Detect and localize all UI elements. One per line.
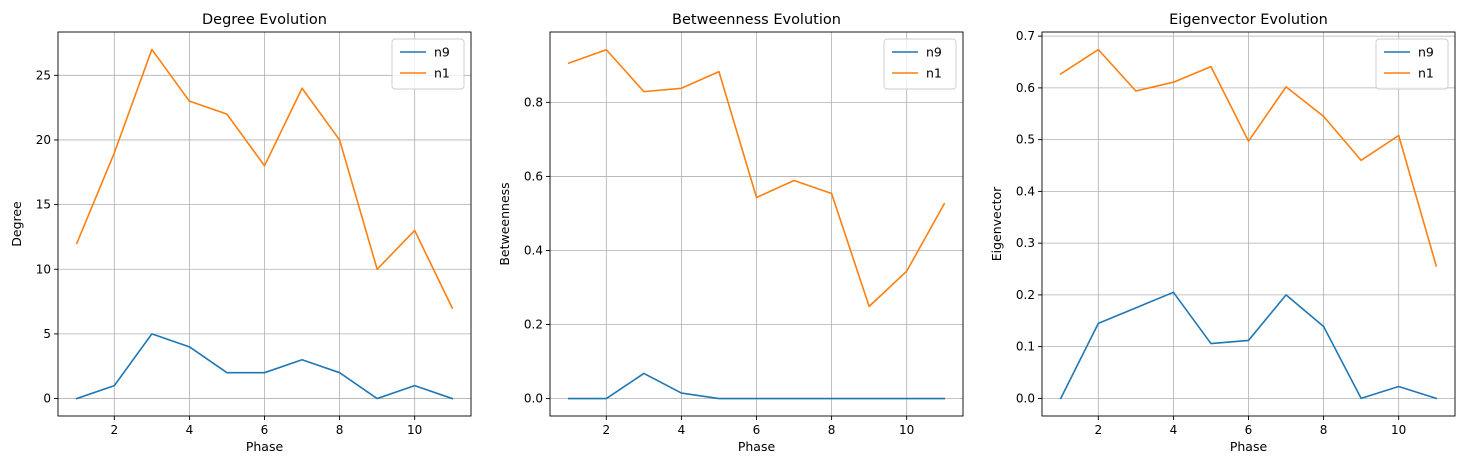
y-tick-label: 0.6 [1016,81,1035,95]
legend-box [391,38,465,90]
y-tick-label: 0.0 [524,392,543,406]
series-line-n1 [1059,48,1438,267]
x-axis-label: Phase [738,439,776,454]
chart-title: Eigenvector Evolution [1169,12,1328,28]
chart-panel-1: 2 4 6 8 10 0 5 10 15 20 25 Degree Evolution Phase Deg… [9,12,472,454]
legend-box [883,38,957,90]
series-line-n1 [75,48,454,310]
y-tick-label: 0.2 [524,318,543,332]
x-tick-label: 2 [1094,423,1102,437]
series-line-n1 [567,48,946,308]
legend-label-n9: n9 [926,45,942,60]
x-axis-label: Phase [1230,439,1268,454]
y-tick-label: 0.0 [1016,391,1035,405]
y-tick-label: 20 [36,133,51,147]
legend-box [1375,38,1449,90]
y-tick-label: 0.5 [1016,133,1035,147]
y-tick-label: 0.2 [1016,288,1035,302]
x-tick-label: 6 [753,423,761,437]
x-tick-label: 10 [899,423,914,437]
x-tick-label: 10 [1391,423,1406,437]
x-tick-label: 4 [186,423,194,437]
x-tick-label: 2 [602,423,610,437]
series-line-n9 [75,333,454,400]
y-tick-label: 0.4 [524,243,543,257]
x-tick-label: 6 [1245,423,1253,437]
legend-label-n9: n9 [1418,45,1434,60]
x-tick-label: 4 [1170,423,1178,437]
y-axis-label: Eigenvector [989,186,1004,261]
x-tick-label: 8 [336,423,344,437]
y-tick-label: 5 [43,327,51,341]
y-axis-label: Betweenness [497,182,512,265]
x-axis-label: Phase [246,439,284,454]
legend-label-n1: n1 [434,66,450,81]
legend-label-n1: n1 [926,66,942,81]
y-tick-label: 0.8 [524,95,543,109]
x-tick-label: 8 [828,423,836,437]
chart-title: Degree Evolution [202,12,327,28]
y-tick-label: 0.3 [1016,236,1035,250]
legend-label-n1: n1 [1418,66,1434,81]
chart-panel-3: 2 4 6 8 10 0.0 0.1 0.2 0.3 0.4 0.5 0.6 0.7 Eigenvecto… [989,12,1456,454]
y-tick-label: 0.6 [524,169,543,183]
y-tick-label: 0.7 [1016,29,1035,43]
legend-label-n9: n9 [434,45,450,60]
chart-title: Betweenness Evolution [672,12,841,28]
x-tick-label: 10 [407,423,422,437]
y-tick-label: 0 [43,392,51,406]
y-tick-label: 0.4 [1016,184,1035,198]
y-tick-label: 25 [36,68,51,82]
series-line-n9 [567,372,946,400]
y-axis-label: Degree [9,201,24,247]
series-line-n9 [1059,291,1438,400]
chart-panel-2: 2 4 6 8 10 0.0 0.2 0.4 0.6 0.8 Betweenness Evoluti… [497,12,964,454]
x-tick-label: 6 [261,423,269,437]
x-tick-label: 8 [1320,423,1328,437]
x-tick-label: 2 [110,423,118,437]
y-tick-label: 0.1 [1016,340,1035,354]
x-tick-label: 4 [678,423,686,437]
y-tick-label: 10 [36,262,51,276]
y-tick-label: 15 [36,198,51,212]
